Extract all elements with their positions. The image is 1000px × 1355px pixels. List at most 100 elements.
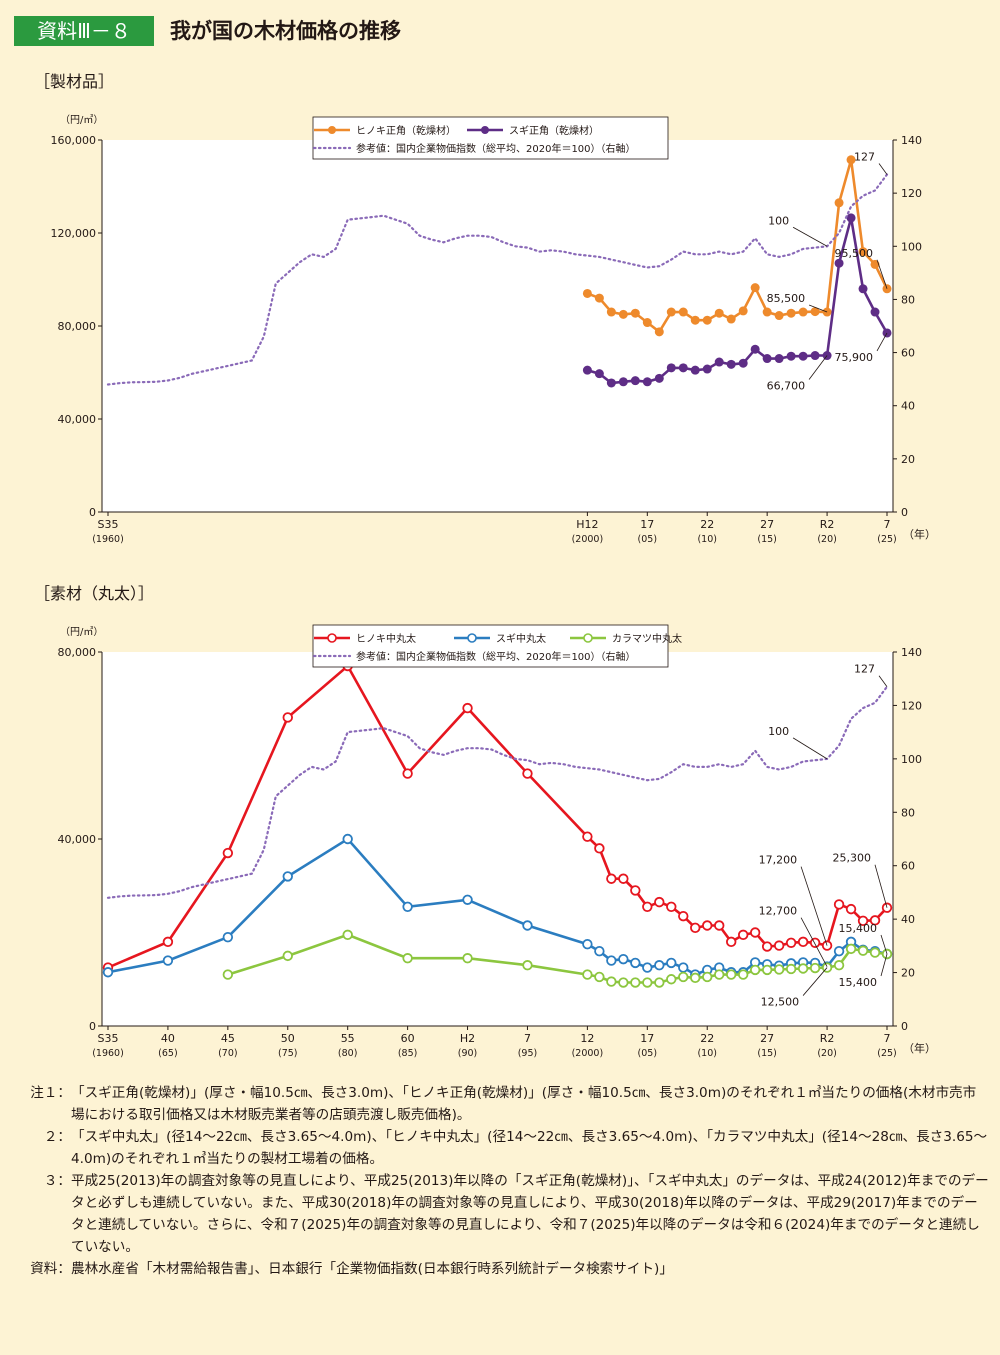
data-point [774,354,784,364]
data-point [618,309,628,319]
annotation-label: 100 [768,214,789,227]
note-3: ３： 平成25(2013)年の調査対象等の見直しにより、平成25(2013)年以降… [43,1173,989,1255]
data-point [761,964,773,976]
chart-logs: 0 40,000 80,000 （円/㎥） 0 20 40 60 80 100 120 140 S35 (… [58,624,936,1059]
data-point [594,369,604,379]
data-point [630,376,640,386]
legend-label-index: 参考値：国内企業物価指数（総平均、2020年＝100）（右軸） [356,142,636,155]
data-point [594,971,605,983]
data-point [774,311,784,321]
data-point [522,768,533,779]
data-point [222,969,234,980]
data-point [630,977,641,988]
x-tick-sublabel: (1960) [92,1048,124,1059]
data-point [786,351,796,361]
x-tick-sublabel: (80) [338,1048,358,1059]
data-point [869,947,881,958]
x-axis-unit: （年） [903,1041,936,1055]
data-point [666,363,676,373]
plot-area [102,140,893,512]
data-point [738,306,748,316]
x-tick-label: H2 [460,1032,475,1045]
y-tick-label-left: 160,000 [51,134,97,147]
legend-swatch-marker [583,633,593,643]
series-line-index [106,173,889,386]
note-1: 注１： 「スギ正角(乾燥材)」(厚さ・幅10.5㎝、長さ3.0m)、「ヒノキ正角(… [30,1085,977,1123]
data-point [773,940,785,951]
data-point [606,955,617,966]
data-point [821,940,833,951]
data-point [678,910,689,922]
y-axis-unit: （円/㎥） [60,113,103,126]
data-point [809,962,821,974]
x-tick-label: 7 [884,518,891,531]
data-point [798,307,808,317]
data-point [726,936,737,948]
annotation-leader [808,304,828,313]
annotation-leader [880,953,888,977]
notes-block: 注１： 「スギ正角(乾燥材)」(厚さ・幅10.5㎝、長さ3.0m)、「ヒノキ正角(… [14,1082,989,1280]
data-point [606,307,616,317]
annotation-label: 15,400 [839,922,878,935]
annotation-label: 25,300 [833,852,872,865]
series-line-index [106,685,889,899]
annotation-leader [878,163,888,175]
data-point [833,946,845,957]
data-point [834,198,844,208]
annotation-label: 15,400 [839,976,878,989]
x-tick-label: R2 [820,1032,835,1045]
legend-label: カラマツ中丸太 [612,632,682,645]
data-point [678,971,689,983]
series-line-1 [107,837,888,977]
data-point [462,702,473,714]
y-tick-label-right: 100 [901,240,922,253]
y-tick-label-right: 80 [901,293,915,306]
x-tick-sublabel: (05) [638,534,658,545]
y-tick-label-right: 20 [901,453,915,466]
annotation-leader [800,917,828,967]
data-point [749,964,761,976]
annotation-label: 12,700 [759,905,798,918]
data-point [666,901,677,912]
data-point [809,937,821,948]
data-point [222,847,234,859]
legend-swatch-marker [467,633,477,643]
x-tick-sublabel: (10) [697,1048,717,1059]
data-point [714,969,725,980]
source-note: 資料： 農林水産省「木材需給報告書」、日本銀行「企業物価指数(日本銀行時系列統計デ… [30,1261,673,1277]
data-point [462,894,473,905]
annotation-leader [792,226,828,247]
data-point [162,955,174,966]
x-tick-sublabel: (10) [697,534,717,545]
data-point [666,307,676,317]
data-point [762,307,772,317]
data-point [654,977,665,988]
data-point [714,357,724,367]
x-tick-label: 50 [281,1032,295,1045]
x-tick-sublabel: (15) [757,534,777,545]
y-tick-label-right: 20 [901,967,915,980]
x-tick-label: 7 [524,1032,531,1045]
data-point [857,915,869,927]
y-tick-label-right: 60 [901,860,915,873]
x-tick-label: 12 [580,1032,594,1045]
data-point [750,344,760,354]
data-point [666,957,677,969]
x-tick-sublabel: (85) [398,1048,418,1059]
legend-label-index: 参考値：国内企業物価指数（総平均、2020年＝100）（右軸） [356,650,636,663]
data-point [749,927,761,938]
y-tick-label-left: 40,000 [58,413,97,426]
x-tick-label: 27 [760,518,774,531]
x-tick-label: 27 [760,1032,774,1045]
data-point [690,315,700,325]
data-point [846,213,856,223]
data-point [857,945,869,956]
annotation-leader [808,355,828,380]
data-point [870,259,880,269]
y-tick-label-left: 0 [89,506,96,519]
data-point [714,308,724,318]
x-tick-sublabel: (05) [638,1048,658,1059]
data-point [654,896,665,908]
data-point [810,307,820,317]
data-point [690,922,701,934]
